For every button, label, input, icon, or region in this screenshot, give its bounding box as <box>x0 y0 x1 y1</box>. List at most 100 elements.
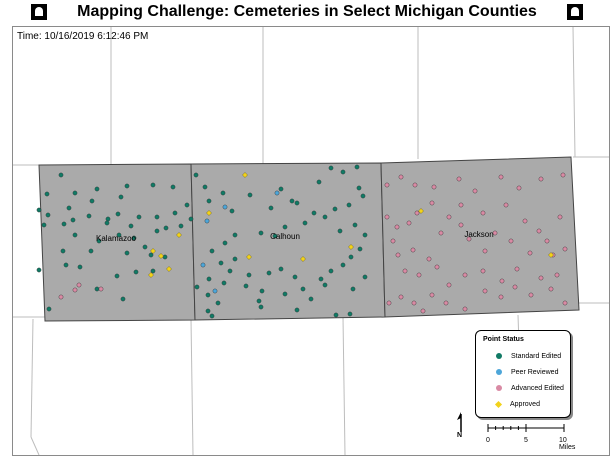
road-lines <box>13 27 609 455</box>
cemetery-point <box>72 190 78 196</box>
cemetery-point <box>560 172 566 178</box>
cemetery-point <box>443 300 449 306</box>
cemetery-point <box>482 248 488 254</box>
legend-item-peer-reviewed: Peer Reviewed <box>496 367 558 377</box>
cemetery-point <box>527 250 533 256</box>
cemetery-point <box>340 169 346 175</box>
cemetery-point <box>124 183 130 189</box>
legend-label: Peer Reviewed <box>511 368 559 376</box>
cemetery-point <box>94 286 100 292</box>
cemetery-point <box>411 300 417 306</box>
cemetery-point <box>294 307 300 313</box>
title-bar: Mapping Challenge: Cemeteries in Select … <box>0 0 614 24</box>
cemetery-point <box>105 216 111 222</box>
cemetery-point <box>498 174 504 180</box>
county-label-calhoun: Calhoun <box>270 232 300 241</box>
cemetery-point <box>362 274 368 280</box>
cemetery-point-approved <box>166 266 172 272</box>
cemetery-point <box>118 194 124 200</box>
cemetery-point <box>458 222 464 228</box>
legend-title: Point Status <box>483 336 524 343</box>
cemetery-point <box>514 266 520 272</box>
cemetery-point <box>562 300 568 306</box>
cemetery-point <box>402 268 408 274</box>
cemetery-point <box>170 184 176 190</box>
cemetery-point <box>209 248 215 254</box>
cemetery-point <box>395 252 401 258</box>
cemetery-point <box>212 288 218 294</box>
cemetery-point <box>86 213 92 219</box>
cemetery-point <box>222 240 228 246</box>
cemetery-point <box>94 186 100 192</box>
cemetery-point <box>72 287 78 293</box>
cemetery-point <box>308 296 314 302</box>
cemetery-point <box>528 292 534 298</box>
cemetery-point-approved <box>148 272 154 278</box>
cemetery-point <box>512 284 518 290</box>
cemetery-point <box>431 184 437 190</box>
cemetery-point <box>222 204 228 210</box>
cemetery-point <box>548 286 554 292</box>
cemetery-point <box>438 230 444 236</box>
cemetery-point <box>300 286 306 292</box>
cemetery-point <box>282 291 288 297</box>
cemetery-point <box>184 202 190 208</box>
cemetery-point <box>88 248 94 254</box>
cemetery-point <box>220 190 226 196</box>
cemetery-point <box>133 269 139 275</box>
cemetery-point <box>480 210 486 216</box>
cemetery-point <box>410 247 416 253</box>
cemetery-point <box>258 230 264 236</box>
cemetery-point-approved <box>300 256 306 262</box>
road-line <box>190 318 194 455</box>
peer-reviewed-symbol <box>496 369 502 375</box>
map-canvas[interactable]: Kalamazoo Calhoun Jackson <box>13 27 609 455</box>
cemetery-point <box>154 214 160 220</box>
cemetery-point <box>412 182 418 188</box>
cemetery-point-approved <box>418 208 424 214</box>
road-line <box>342 316 346 455</box>
cemetery-point <box>227 268 233 274</box>
cemetery-point-approved <box>348 244 354 250</box>
cemetery-point <box>357 246 363 252</box>
cemetery-point <box>188 216 194 222</box>
cemetery-point <box>89 198 95 204</box>
cemetery-point <box>347 311 353 317</box>
cemetery-point <box>128 223 134 229</box>
cemetery-point <box>516 185 522 191</box>
cemetery-point <box>162 254 168 260</box>
cemetery-point <box>172 210 178 216</box>
cemetery-point <box>274 190 280 196</box>
cemetery-point <box>562 246 568 252</box>
cemetery-point <box>205 308 211 314</box>
lock-icon <box>31 4 48 20</box>
lock-icon <box>566 4 583 20</box>
cemetery-point <box>362 232 368 238</box>
cemetery-point <box>36 267 42 273</box>
cemetery-point <box>348 254 354 260</box>
cemetery-point <box>311 210 317 216</box>
cemetery-point <box>44 191 50 197</box>
cemetery-point <box>131 235 137 241</box>
cemetery-point <box>456 176 462 182</box>
cemetery-point <box>96 238 102 244</box>
cemetery-point-approved <box>548 252 554 258</box>
approved-symbol <box>494 400 503 408</box>
map-frame[interactable]: Kalamazoo Calhoun Jackson Time: 10/16/2019… <box>12 26 610 456</box>
cemetery-point <box>202 184 208 190</box>
cemetery-point <box>446 282 452 288</box>
cemetery-point <box>193 172 199 178</box>
cemetery-point <box>458 202 464 208</box>
cemetery-point <box>136 214 142 220</box>
legend-label: Advanced Edited <box>511 384 564 392</box>
cemetery-point <box>420 308 426 314</box>
cemetery-point <box>302 220 308 226</box>
cemetery-point <box>294 200 300 206</box>
cemetery-point <box>429 292 435 298</box>
cemetery-point <box>406 220 412 226</box>
cemetery-point <box>557 214 563 220</box>
cemetery-point <box>148 252 154 258</box>
cemetery-point <box>446 214 452 220</box>
cemetery-point <box>229 208 235 214</box>
cemetery-point <box>258 304 264 310</box>
